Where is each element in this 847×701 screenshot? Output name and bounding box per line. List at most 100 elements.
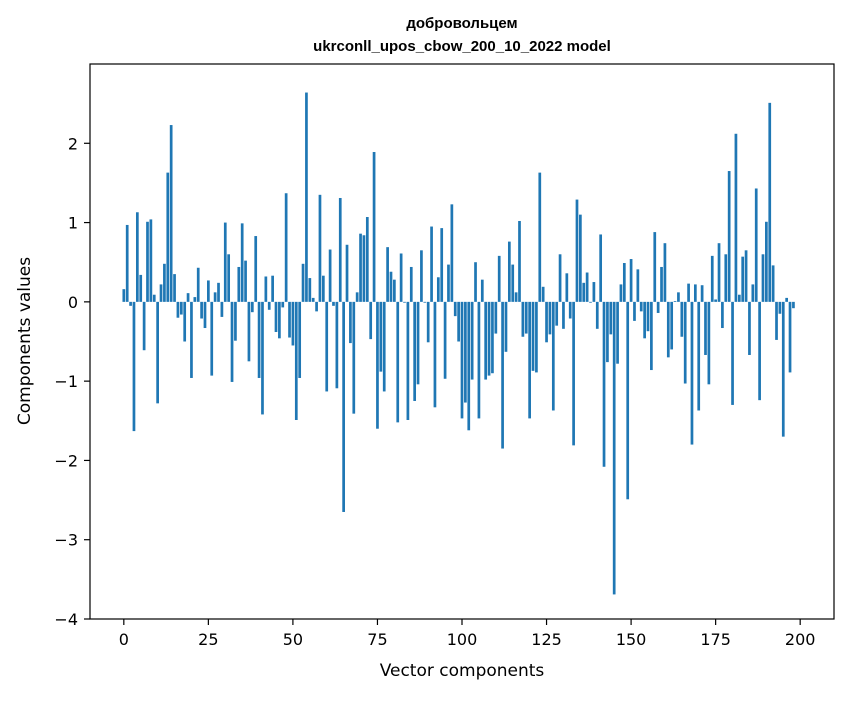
bar-164: [677, 292, 680, 302]
bar-180: [731, 301, 734, 405]
bar-63: [335, 301, 339, 389]
bar-126: [548, 301, 552, 335]
y-axis-ticks: −4 −3 −2 −1 0 1 2: [54, 134, 90, 629]
bar-142: [602, 301, 606, 467]
bar-70: [359, 233, 362, 302]
bar-5: [139, 274, 143, 302]
bar-191: [768, 102, 772, 302]
x-axis-ticks: 0 25 50 75 100 125 150 175 200: [119, 619, 815, 649]
x-tick-label: 25: [198, 630, 218, 649]
bar-33: [234, 301, 237, 341]
x-tick-label: 0: [119, 630, 129, 649]
chart-title: добровольцем: [406, 15, 517, 32]
bar-29: [220, 301, 224, 317]
bar-156: [650, 301, 653, 371]
bar-151: [633, 301, 636, 321]
bar-90: [426, 301, 430, 343]
bar-194: [778, 301, 782, 314]
bar-58: [318, 194, 322, 302]
bar-75: [376, 301, 379, 429]
bar-152: [636, 269, 640, 302]
bar-74: [372, 152, 376, 302]
bar-94: [440, 228, 444, 302]
bar-110: [494, 301, 498, 334]
bar-170: [697, 301, 701, 411]
bar-14: [169, 125, 173, 302]
bar-0: [122, 289, 126, 302]
bar-138: [589, 301, 592, 303]
y-tick-label: −4: [54, 610, 78, 629]
bar-190: [765, 221, 768, 302]
bar-15: [173, 274, 176, 302]
bar-50: [291, 301, 295, 346]
bar-89: [423, 301, 427, 303]
bar-192: [771, 265, 775, 302]
bar-57: [315, 301, 318, 312]
bar-172: [704, 301, 707, 355]
bar-36: [244, 260, 247, 302]
bar-197: [788, 301, 792, 373]
bar-100: [460, 301, 464, 419]
y-tick-label: −2: [54, 451, 78, 470]
bar-134: [575, 199, 579, 302]
bar-117: [518, 220, 521, 302]
x-axis-label: Vector components: [380, 661, 545, 681]
bar-84: [406, 301, 410, 420]
bar-38: [250, 301, 254, 313]
bar-144: [609, 301, 613, 335]
bar-163: [673, 301, 677, 302]
bar-123: [538, 172, 542, 302]
bar-52: [298, 301, 302, 378]
bar-11: [159, 284, 163, 302]
bar-148: [622, 263, 626, 302]
bar-3: [132, 301, 136, 432]
bar-43: [267, 301, 271, 310]
bar-68: [352, 301, 356, 414]
bar-86: [413, 301, 417, 401]
bar-196: [785, 297, 789, 302]
bar-145: [612, 301, 616, 595]
bar-31: [227, 254, 231, 302]
bar-147: [619, 284, 623, 302]
bar-23: [200, 301, 203, 319]
bar-97: [450, 204, 454, 302]
bar-146: [616, 301, 619, 364]
bar-173: [707, 301, 711, 385]
bar-17: [179, 301, 183, 315]
bar-174: [710, 255, 714, 302]
bar-149: [626, 301, 630, 500]
bar-46: [278, 301, 281, 339]
bar-37: [247, 301, 251, 362]
bar-188: [758, 301, 761, 401]
x-tick-label: 100: [447, 630, 478, 649]
bar-64: [338, 197, 342, 302]
bar-27: [213, 292, 217, 302]
bar-109: [491, 301, 494, 374]
bar-92: [433, 301, 437, 408]
bar-93: [436, 277, 440, 302]
bar-32: [230, 301, 234, 382]
bar-136: [582, 282, 586, 302]
bar-66: [345, 244, 349, 302]
bar-141: [599, 234, 603, 302]
bar-16: [176, 301, 180, 318]
bar-4: [135, 212, 139, 302]
bar-13: [166, 172, 170, 302]
bar-83: [403, 301, 406, 303]
y-tick-label: 2: [68, 134, 78, 153]
plot-frame: [89, 63, 835, 620]
bar-169: [693, 284, 697, 302]
bar-91: [430, 226, 433, 302]
bar-54: [305, 92, 308, 302]
bar-99: [457, 301, 460, 342]
bar-18: [183, 301, 187, 342]
bar-153: [639, 301, 643, 312]
bar-102: [467, 301, 471, 431]
bar-176: [717, 243, 721, 302]
bar-104: [474, 262, 477, 302]
bar-24: [203, 301, 207, 329]
bar-96: [447, 264, 450, 302]
bar-95: [443, 301, 447, 379]
bar-108: [487, 301, 491, 376]
